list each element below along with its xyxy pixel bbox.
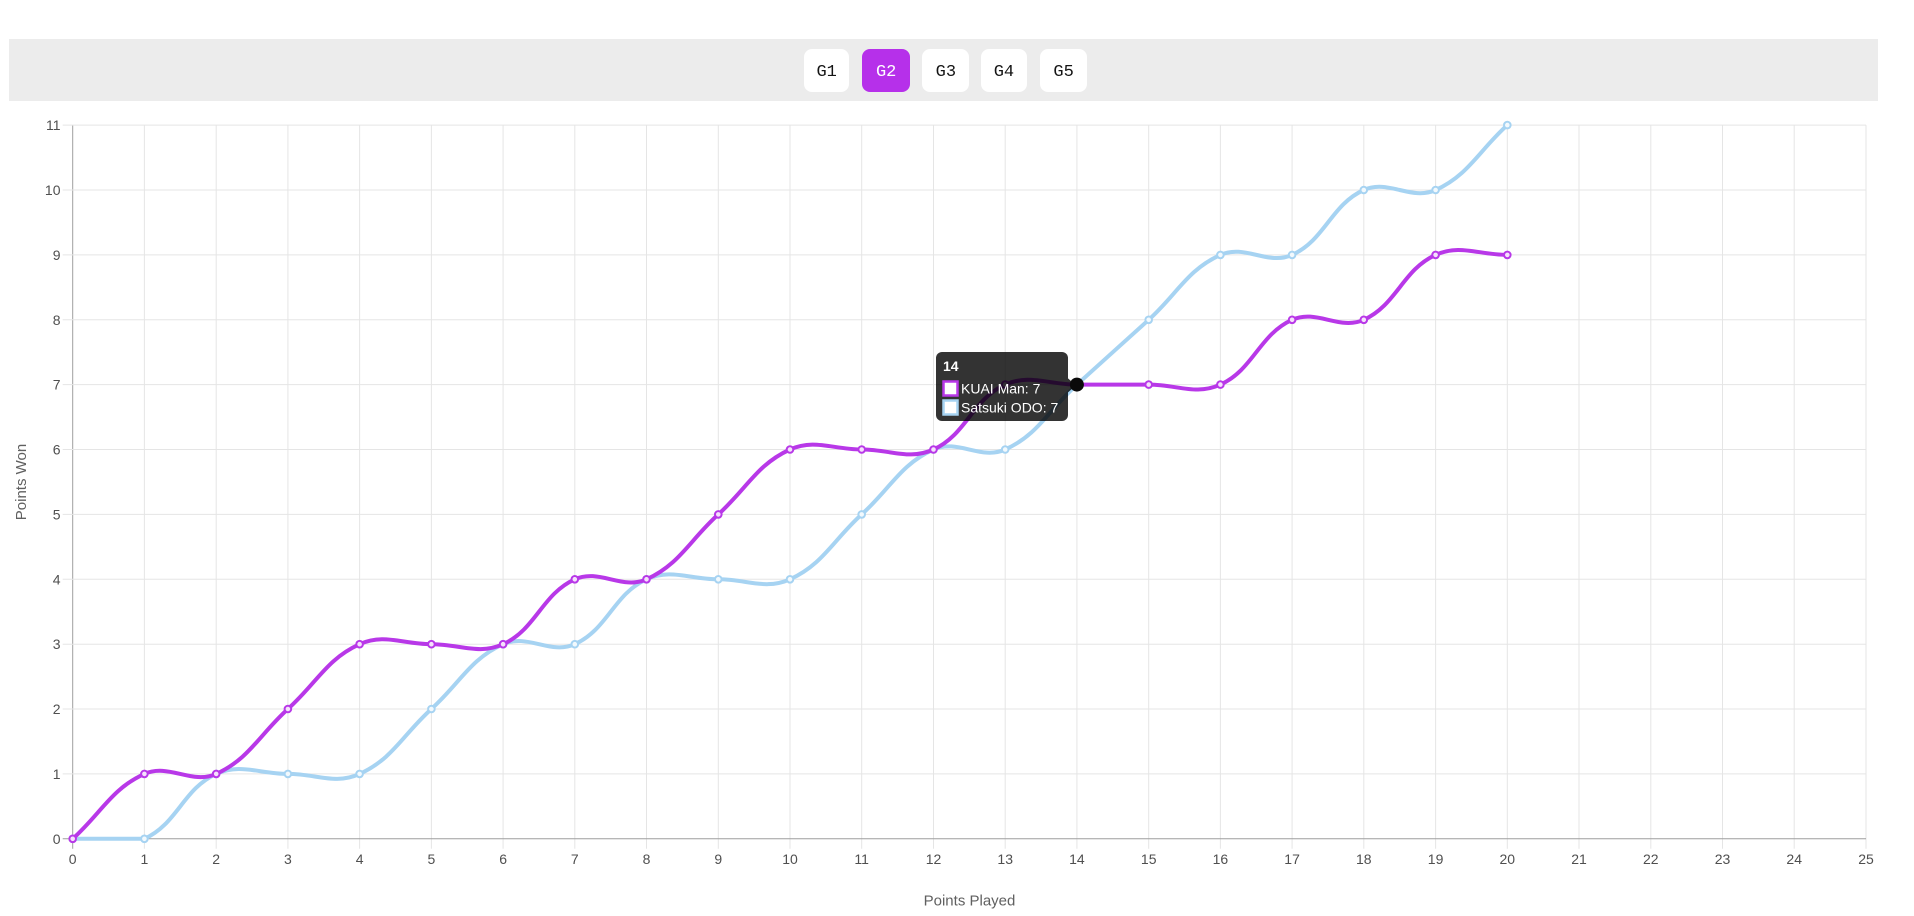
svg-text:3: 3 (284, 851, 292, 867)
svg-text:7: 7 (571, 851, 579, 867)
svg-text:4: 4 (356, 851, 364, 867)
svg-text:11: 11 (46, 117, 61, 133)
svg-text:1: 1 (53, 766, 61, 782)
svg-text:13: 13 (997, 851, 1013, 867)
svg-text:3: 3 (53, 636, 61, 652)
svg-text:14: 14 (943, 358, 959, 374)
svg-text:16: 16 (1213, 851, 1229, 867)
svg-text:23: 23 (1715, 851, 1731, 867)
svg-text:Points Played: Points Played (924, 893, 1016, 910)
svg-text:22: 22 (1643, 851, 1659, 867)
svg-text:7: 7 (53, 377, 61, 393)
svg-text:6: 6 (499, 851, 507, 867)
svg-text:8: 8 (53, 312, 61, 328)
svg-text:15: 15 (1141, 851, 1157, 867)
svg-text:Satsuki ODO: 7: Satsuki ODO: 7 (961, 400, 1058, 416)
svg-text:24: 24 (1786, 851, 1802, 867)
svg-text:17: 17 (1284, 851, 1300, 867)
svg-text:0: 0 (69, 851, 77, 867)
svg-text:2: 2 (212, 851, 220, 867)
svg-text:0: 0 (53, 831, 61, 847)
svg-text:10: 10 (45, 182, 61, 198)
svg-text:19: 19 (1428, 851, 1444, 867)
svg-text:9: 9 (53, 247, 61, 263)
svg-text:Points Won: Points Won (13, 444, 30, 520)
svg-text:KUAI Man: 7: KUAI Man: 7 (961, 381, 1041, 397)
svg-text:2: 2 (53, 701, 61, 717)
svg-text:6: 6 (53, 442, 61, 458)
svg-text:21: 21 (1571, 851, 1587, 867)
svg-text:5: 5 (53, 506, 61, 522)
svg-text:11: 11 (854, 851, 869, 867)
svg-text:9: 9 (714, 851, 722, 867)
svg-text:1: 1 (141, 851, 149, 867)
svg-text:20: 20 (1500, 851, 1516, 867)
svg-text:4: 4 (53, 571, 61, 587)
svg-text:14: 14 (1069, 851, 1085, 867)
svg-text:8: 8 (643, 851, 651, 867)
svg-text:18: 18 (1356, 851, 1372, 867)
svg-text:12: 12 (926, 851, 942, 867)
svg-text:5: 5 (428, 851, 436, 867)
svg-text:25: 25 (1858, 851, 1874, 867)
svg-text:10: 10 (782, 851, 798, 867)
